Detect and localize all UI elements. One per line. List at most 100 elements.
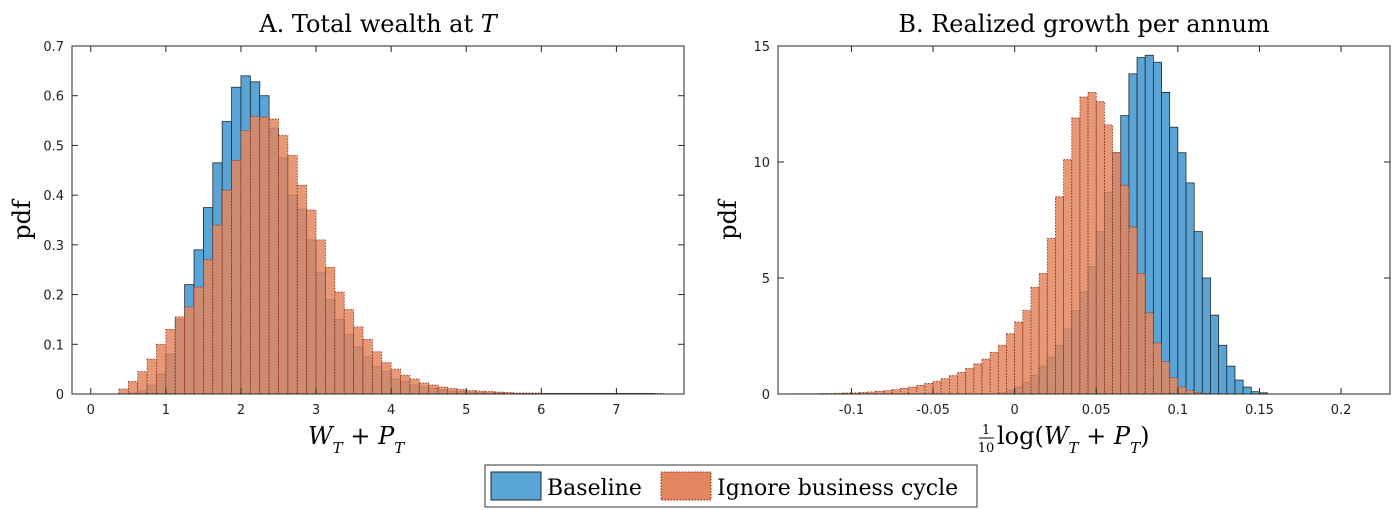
ignore-bar	[428, 384, 439, 395]
legend: Baseline Ignore business cycle	[484, 464, 978, 508]
ignore-bar	[212, 224, 223, 395]
x-tick-label: 3	[312, 403, 320, 418]
ignore-bar	[916, 385, 926, 395]
baseline-bar	[1210, 314, 1220, 395]
ignore-bar	[259, 116, 270, 395]
panel-title-text: B. Realized growth per annum	[898, 10, 1270, 38]
ignore-bar	[409, 378, 420, 395]
panel-title-text: A. Total wealth at	[258, 10, 480, 38]
x-tick-label: 1	[162, 403, 170, 418]
x-label-subscript: T	[394, 439, 405, 457]
ignore-bar	[1169, 377, 1179, 395]
x-label-operator: +	[1079, 422, 1114, 450]
ignore-bar	[118, 388, 129, 395]
ignore-bar	[249, 116, 261, 395]
x-label-frac-den: 10	[978, 441, 995, 456]
ignore-bar	[371, 351, 383, 395]
ignore-bar	[447, 388, 458, 395]
x-label-subscript: T	[1069, 439, 1080, 457]
y-tick-label: 0.4	[43, 189, 64, 204]
x-label-subscript: T	[1130, 439, 1141, 457]
ignore-bar	[997, 344, 1007, 395]
ignore-bar	[973, 363, 983, 395]
ignore-bar	[231, 159, 242, 395]
x-tick-label: 0.2	[1331, 403, 1352, 418]
ignore-bar	[1144, 312, 1154, 395]
ignore-bar	[1022, 310, 1032, 395]
legend-swatch-baseline	[490, 471, 542, 501]
x-label-variable: W	[308, 422, 335, 450]
y-tick-label: 0.3	[43, 239, 64, 254]
ignore-bar	[146, 358, 157, 395]
ignore-bar	[456, 389, 467, 395]
panel-title: A. Total wealth at T	[258, 10, 498, 38]
y-tick-label: 0.2	[43, 289, 64, 304]
baseline-bar	[1185, 182, 1195, 395]
axes-box	[71, 45, 685, 395]
ignore-bar	[1087, 92, 1097, 395]
ignore-bar	[1030, 286, 1040, 395]
x-tick-label: -0.1	[839, 403, 864, 418]
ignore-bar	[156, 343, 167, 395]
ignore-bar	[334, 291, 345, 395]
ignore-bar	[989, 351, 999, 395]
ignore-bar	[1046, 238, 1056, 395]
baseline-bar	[1161, 92, 1171, 395]
y-axis-label: pdf	[8, 198, 36, 240]
ignore-bar	[924, 383, 934, 395]
ignore-bar	[221, 189, 232, 395]
panel-b-realized-growth: B. Realized growth per annum -0.1 -0.05 0 0.…	[714, 10, 1391, 457]
x-label-operator: +	[343, 422, 378, 450]
panel-title-math: T	[481, 10, 499, 38]
x-label-variable: W	[1044, 422, 1071, 450]
ignore-bar	[240, 130, 251, 395]
ignore-bar	[127, 381, 139, 395]
ignore-bar	[353, 326, 364, 395]
ignore-bar	[1120, 184, 1130, 395]
ignore-bar	[174, 316, 186, 395]
ignore-bar	[475, 390, 486, 395]
x-label-variable: P	[377, 422, 395, 450]
ignore-bar	[1038, 272, 1048, 395]
baseline-bar	[1177, 152, 1187, 395]
baseline-bar	[1242, 386, 1252, 395]
ignore-bar	[1063, 159, 1073, 395]
ignore-bar	[437, 386, 448, 395]
ignore-bar	[1128, 226, 1138, 395]
x-label-log: log(	[997, 422, 1044, 450]
legend-box	[484, 464, 978, 508]
ignore-bar	[278, 135, 289, 395]
ignore-bar	[900, 388, 909, 395]
x-tick-label: 0.1	[1167, 403, 1188, 418]
legend-swatch-ignore	[660, 471, 712, 501]
ignore-bar	[1185, 390, 1195, 395]
y-tick-label: 0	[56, 388, 64, 403]
x-label-close: )	[1140, 422, 1149, 450]
ignore-bar	[957, 372, 967, 395]
ignore-bar	[203, 259, 214, 395]
ignore-bar	[948, 375, 958, 395]
baseline-bar	[1201, 277, 1211, 395]
ignore-bar	[343, 309, 354, 395]
legend-label-baseline: Baseline	[547, 476, 642, 501]
ignore-bar	[362, 338, 373, 395]
baseline-bar	[1218, 344, 1228, 395]
ignore-bar	[1177, 386, 1187, 395]
ignore-bar	[193, 286, 204, 395]
x-tick-label: 0.05	[1082, 403, 1111, 418]
ignore-bar	[1006, 333, 1016, 395]
ignore-bar	[184, 306, 195, 395]
ignore-bar	[1161, 361, 1171, 395]
ignore-bar	[883, 390, 893, 395]
ignore-bar	[981, 358, 991, 395]
baseline-bar	[1169, 126, 1179, 395]
ignore-bar	[859, 391, 869, 395]
x-tick-label: -0.05	[916, 403, 950, 418]
ignore-bar	[1104, 124, 1113, 395]
panel-title: B. Realized growth per annum	[898, 10, 1270, 38]
y-tick-label: 15	[753, 40, 770, 55]
x-axis-label: WT + PT	[308, 422, 405, 457]
ignore-bar	[1095, 101, 1105, 395]
x-tick-label: 4	[387, 403, 395, 418]
